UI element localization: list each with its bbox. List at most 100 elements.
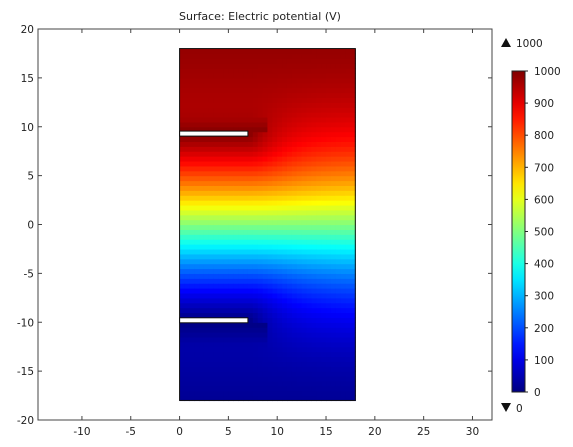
potential-cell (296, 68, 303, 74)
potential-cell (252, 376, 259, 382)
potential-cell (326, 239, 332, 245)
potential-cell (345, 160, 352, 167)
potential-cell (247, 258, 254, 265)
potential-cell (208, 351, 215, 358)
potential-cell (330, 121, 337, 128)
potential-cell (262, 214, 269, 221)
potential-cell (189, 297, 195, 304)
potential-cell (267, 263, 273, 270)
potential-cell (316, 92, 322, 99)
potential-cell (208, 126, 215, 133)
potential-cell (345, 292, 352, 299)
potential-cell (262, 180, 269, 186)
potential-cell (311, 219, 317, 226)
potential-cell (238, 190, 244, 196)
potential-cell (326, 72, 332, 79)
potential-cell (194, 356, 200, 362)
potential-cell (252, 92, 259, 99)
potential-cell (233, 288, 239, 294)
potential-cell (203, 395, 210, 402)
chart-title: Surface: Electric potential (V) (179, 10, 341, 23)
potential-cell (213, 322, 220, 328)
potential-cell (257, 297, 264, 304)
potential-cell (184, 336, 190, 343)
potential-cell (257, 361, 264, 367)
potential-cell (179, 219, 186, 226)
potential-cell (340, 288, 347, 294)
potential-cell (208, 346, 215, 353)
potential-cell (243, 263, 249, 270)
potential-cell (189, 185, 195, 191)
potential-cell (321, 244, 327, 250)
potential-cell (208, 302, 215, 309)
potential-cell (218, 185, 225, 191)
potential-cell (311, 185, 317, 191)
potential-cell (272, 219, 278, 226)
potential-cell (233, 322, 239, 328)
potential-cell (199, 92, 205, 99)
potential-cell (267, 112, 273, 118)
potential-cell (291, 356, 298, 362)
potential-cell (194, 258, 200, 265)
potential-cell (277, 116, 283, 123)
potential-cell (326, 258, 332, 265)
potential-cell (306, 341, 312, 348)
potential-cell (199, 322, 205, 328)
potential-cell (189, 209, 195, 216)
potential-cell (272, 263, 278, 270)
potential-cell (321, 376, 327, 382)
potential-cell (228, 244, 234, 250)
potential-cell (321, 170, 327, 177)
domain-outline (179, 48, 356, 401)
potential-cell (350, 58, 356, 64)
potential-cell (199, 48, 205, 55)
potential-cell (184, 63, 190, 69)
potential-cell (321, 53, 327, 59)
potential-cell (345, 170, 352, 177)
potential-cell (335, 97, 342, 103)
potential-cell (267, 116, 273, 123)
potential-cell (179, 146, 186, 152)
potential-cell (286, 97, 293, 103)
potential-cell (340, 248, 347, 255)
potential-cell (238, 107, 244, 113)
potential-cell (257, 248, 264, 255)
potential-cell (330, 87, 337, 94)
potential-cell (282, 317, 288, 323)
potential-cell (306, 131, 312, 138)
potential-cell (233, 327, 239, 333)
potential-cell (296, 346, 303, 353)
potential-cell (330, 136, 337, 143)
potential-cell (243, 356, 249, 362)
potential-cell (179, 263, 186, 270)
potential-cell (316, 195, 322, 201)
potential-cell (203, 82, 210, 89)
potential-cell (233, 312, 239, 318)
potential-cell (203, 185, 210, 191)
potential-cell (345, 126, 352, 133)
potential-cell (321, 322, 327, 328)
potential-cell (262, 356, 269, 362)
potential-cell (247, 146, 254, 152)
potential-cell (252, 116, 259, 123)
potential-cell (194, 77, 200, 84)
potential-cell (262, 200, 269, 206)
potential-cell (223, 121, 229, 128)
potential-cell (194, 380, 200, 387)
potential-cell (228, 376, 234, 382)
potential-cell (282, 190, 288, 196)
potential-cell (194, 219, 200, 226)
potential-cell (330, 175, 337, 182)
y-tick-label: 5 (27, 171, 34, 183)
potential-cell (189, 263, 195, 270)
potential-cell (184, 341, 190, 348)
potential-cell (194, 97, 200, 103)
potential-cell (350, 292, 356, 299)
potential-cell (296, 200, 303, 206)
potential-cell (247, 346, 254, 353)
potential-cell (286, 195, 293, 201)
potential-cell (203, 307, 210, 314)
potential-cell (277, 351, 283, 358)
potential-cell (208, 180, 215, 186)
potential-cell (203, 278, 210, 284)
